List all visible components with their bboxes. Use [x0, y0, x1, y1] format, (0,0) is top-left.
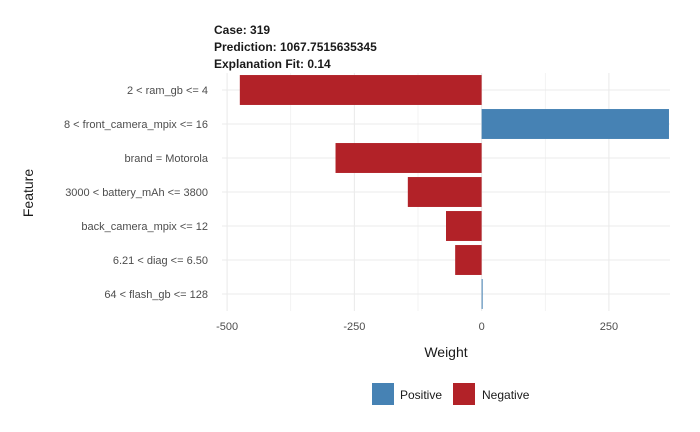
- y-tick-label: 64 < flash_gb <= 128: [104, 289, 208, 301]
- x-tick-label: -250: [343, 321, 365, 333]
- bar-7: [481, 279, 483, 309]
- bar-1: [239, 75, 482, 105]
- bar-5: [446, 211, 482, 241]
- explanation-fit-label: Explanation Fit: 0.14: [214, 57, 331, 71]
- x-axis-title: Weight: [424, 344, 467, 360]
- y-axis-title: Feature: [20, 169, 36, 217]
- legend-label-positive: Positive: [400, 388, 442, 402]
- legend-swatch-negative: [453, 383, 475, 405]
- legend-swatch-positive: [372, 383, 394, 405]
- bar-2: [481, 109, 669, 139]
- prediction-label: Prediction: 1067.7515635345: [214, 40, 377, 54]
- legend-label-negative: Negative: [482, 388, 530, 402]
- case-label: Case: 319: [214, 23, 270, 37]
- bar-3: [335, 143, 482, 173]
- x-tick-label: -500: [216, 321, 238, 333]
- y-tick-labels: 2 < ram_gb <= 4 8 < front_camera_mpix <= …: [64, 85, 209, 301]
- y-tick-label: brand = Motorola: [125, 153, 209, 165]
- bar-4: [407, 177, 482, 207]
- y-tick-label: 3000 < battery_mAh <= 3800: [65, 187, 208, 199]
- y-tick-label: 2 < ram_gb <= 4: [127, 85, 208, 97]
- x-tick-label: 250: [600, 321, 618, 333]
- y-tick-label: 8 < front_camera_mpix <= 16: [64, 119, 208, 131]
- legend: Positive Negative: [372, 383, 530, 405]
- x-tick-label: 0: [479, 321, 485, 333]
- y-tick-label: 6.21 < diag <= 6.50: [113, 255, 208, 267]
- bar-6: [455, 245, 482, 275]
- y-tick-label: back_camera_mpix <= 12: [81, 221, 208, 233]
- bars: [239, 75, 669, 309]
- x-tick-labels: -500 -250 0 250: [216, 321, 618, 333]
